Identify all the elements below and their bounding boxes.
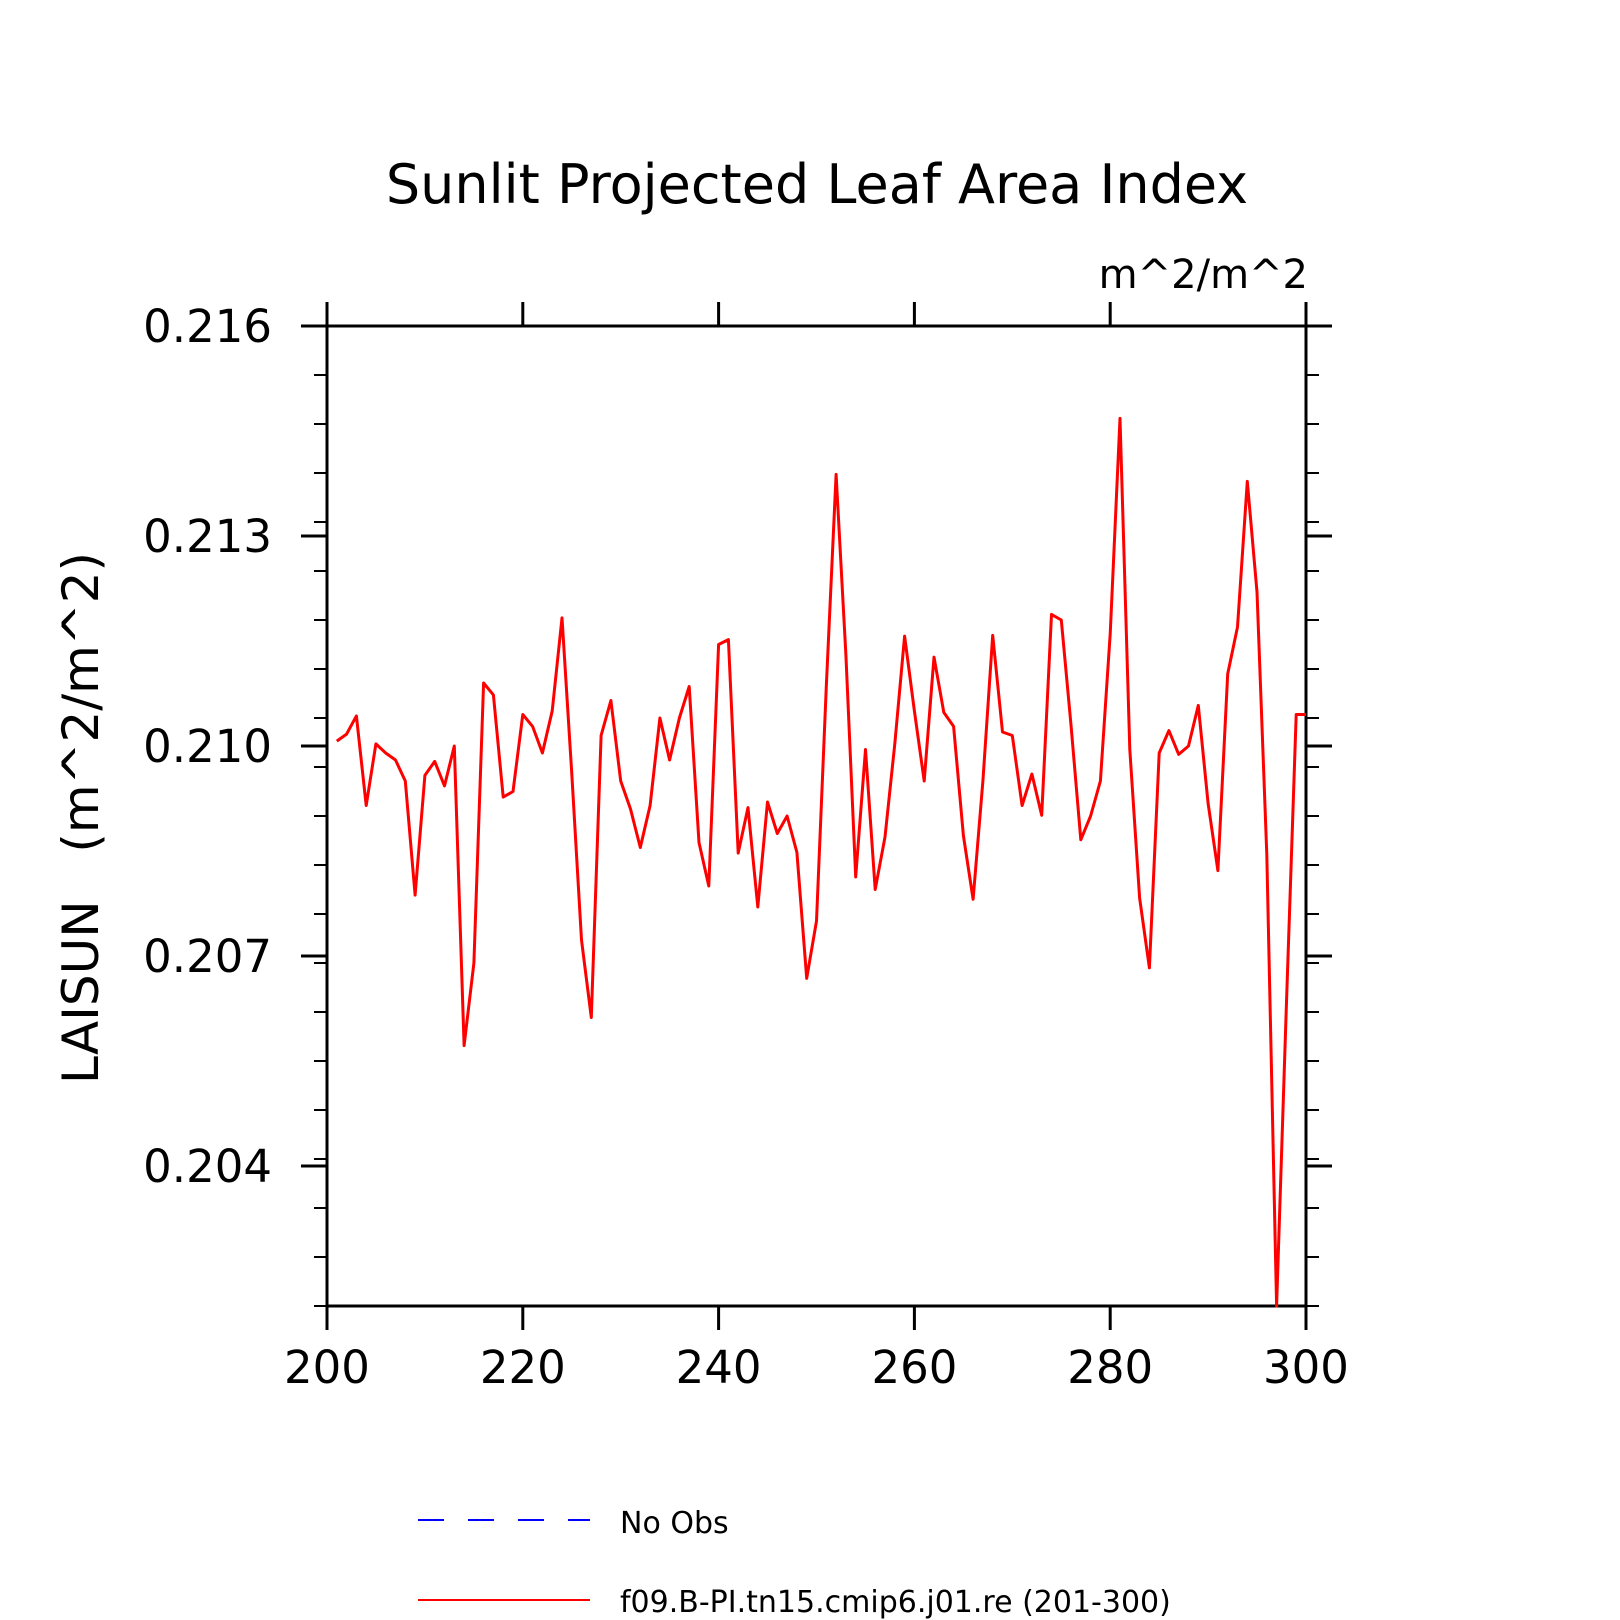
y-tick-label: 0.204 [143, 1140, 272, 1193]
y-tick-label: 0.216 [143, 300, 272, 353]
plot-frame [325, 324, 1308, 1308]
series-line [335, 416, 1306, 1308]
chart-title: Sunlit Projected Leaf Area Index [386, 153, 1248, 216]
x-tick-label: 220 [480, 1341, 566, 1394]
y-tick-label: 0.207 [143, 930, 272, 983]
units-label: m^2/m^2 [1099, 252, 1308, 298]
y-tick-label: 0.210 [143, 720, 272, 773]
x-tick-label: 260 [871, 1341, 957, 1394]
x-tick-label: 240 [676, 1341, 762, 1394]
x-tick-label: 280 [1067, 1341, 1153, 1394]
legend-label-model: f09.B-PI.tn15.cmip6.j01.re (201-300) [620, 1585, 1171, 1620]
y-tick-label: 0.213 [143, 510, 272, 563]
plot-area: 200 220 240 260 280 300 0.204 0.207 0.210 0.213 0.… [143, 300, 1349, 1394]
legend-label-no-obs: No Obs [620, 1506, 729, 1541]
x-tick-label: 200 [284, 1341, 370, 1394]
x-tick-label: 300 [1263, 1341, 1349, 1394]
legend: No Obs f09.B-PI.tn15.cmip6.j01.re (201-3… [418, 1506, 1171, 1620]
y-axis-label: LAISUN (m^2/m^2) [52, 552, 110, 1084]
